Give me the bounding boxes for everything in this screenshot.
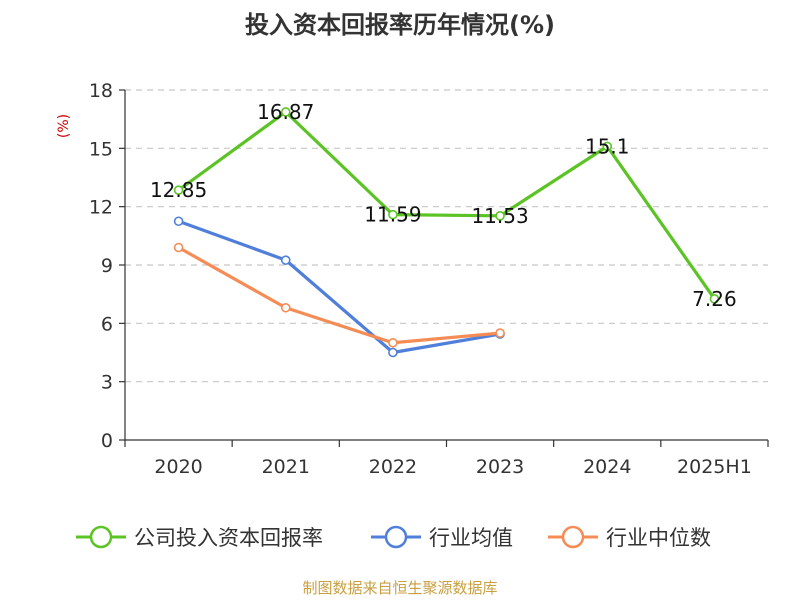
series-line-0 [177, 110, 716, 300]
legend-label: 行业中位数 [606, 526, 711, 550]
data-label: 7.26 [692, 287, 737, 311]
data-label: 16.87 [257, 100, 314, 124]
y-tick-label: 9 [101, 255, 113, 277]
y-tick-label: 12 [89, 197, 113, 219]
data-point [388, 347, 398, 358]
y-axis-label: (%) [56, 114, 72, 138]
data-point [280, 255, 291, 265]
data-label: 15.1 [585, 134, 630, 158]
data-point [280, 302, 291, 313]
legend-item: 行业均值 [371, 525, 513, 550]
data-label: 11.59 [364, 203, 421, 227]
y-tick-label: 3 [101, 372, 113, 394]
x-tick-label: 2021 [262, 456, 310, 478]
data-point [709, 294, 720, 304]
legend: 公司投入资本回报率 行业均值 行业中位数 [76, 525, 711, 550]
legend-label: 公司投入资本回报率 [134, 526, 323, 550]
x-tick-label: 2024 [583, 456, 631, 478]
data-point [495, 211, 505, 221]
data-label: 11.53 [471, 204, 528, 228]
data-label: 12.85 [150, 178, 207, 202]
y-tick-label: 18 [89, 80, 113, 102]
data-point [173, 242, 184, 253]
series-line-2 [177, 246, 501, 345]
y-tick-label: 15 [89, 138, 113, 160]
data-point [280, 107, 291, 117]
legend-marker [89, 525, 113, 549]
series-layer [173, 107, 720, 358]
data-point [388, 337, 398, 348]
source-note: 制图数据来自恒生聚源数据库 [302, 579, 497, 597]
y-tick-label: 6 [101, 313, 113, 335]
data-point [602, 141, 613, 152]
axes: 0 3 6 9 12 15 18 2020 2021 2022 2023 2024 2025H1 [89, 80, 769, 478]
y-tick-label: 0 [101, 430, 113, 452]
x-tick-label: 2022 [369, 456, 417, 478]
legend-item: 公司投入资本回报率 [76, 525, 323, 550]
x-tick-label: 2023 [476, 456, 524, 478]
legend-marker [561, 525, 585, 549]
series-line-1 [178, 219, 501, 355]
legend-item: 行业中位数 [548, 525, 711, 550]
legend-label: 行业均值 [429, 526, 513, 550]
grid-lines [125, 89, 768, 383]
data-point [388, 209, 398, 220]
x-tick-label: 2020 [154, 456, 202, 478]
x-tick-label: 2025H1 [677, 456, 752, 478]
data-point [173, 185, 184, 195]
chart-title: 投入资本回报率历年情况(%) [245, 11, 555, 39]
data-point [495, 328, 505, 338]
legend-marker [384, 525, 408, 549]
data-labels: 12.85 16.87 11.59 11.53 15.1 7.26 [150, 100, 737, 311]
data-point [173, 216, 184, 227]
